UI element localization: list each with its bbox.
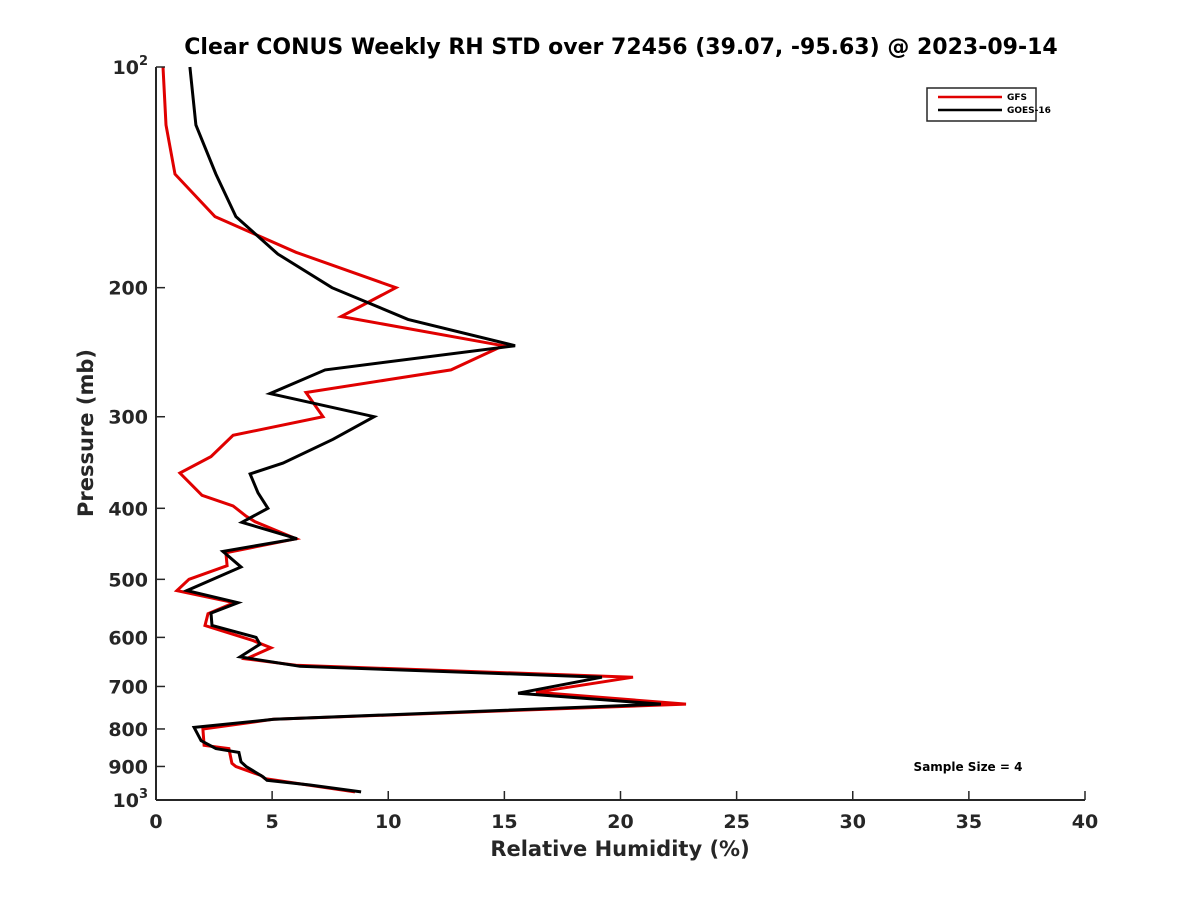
legend-box [926, 87, 1037, 122]
series-line-goes16 [182, 66, 662, 794]
y-tick-label: 600 [108, 627, 148, 649]
y-tick-label: 103 [113, 787, 149, 812]
x-tick-label: 20 [607, 811, 633, 833]
y-ticks: 102 200 300 400 500 600 700 800 900 103 [108, 54, 165, 812]
x-tick-label: 5 [266, 811, 279, 833]
y-tick-label: 900 [108, 756, 148, 778]
x-tick-label: 10 [375, 811, 401, 833]
series-line-gfs [161, 66, 687, 794]
legend-label-gfs: GFS [1007, 93, 1027, 103]
x-tick-label: 25 [723, 811, 749, 833]
y-tick-label: 102 [113, 54, 149, 79]
y-tick-label: 700 [108, 676, 148, 698]
y-tick-label: 800 [108, 719, 148, 741]
legend: GFS GOES-16 [926, 87, 1051, 122]
legend-label-goes16: GOES-16 [1007, 106, 1051, 116]
y-tick-label: 400 [108, 498, 148, 520]
y-tick-label: 500 [108, 569, 148, 591]
x-tick-label: 40 [1072, 811, 1098, 833]
y-tick-label: 300 [108, 407, 148, 429]
x-tick-label: 0 [149, 811, 162, 833]
x-tick-label: 15 [491, 811, 517, 833]
sample-size-annotation: Sample Size = 4 [914, 760, 1023, 774]
chart-title: Clear CONUS Weekly RH STD over 72456 (39… [184, 35, 1057, 60]
x-tick-label: 35 [956, 811, 982, 833]
axes [155, 67, 1085, 801]
series-layer [161, 66, 687, 794]
y-tick-label: 200 [108, 278, 148, 300]
x-ticks: 0 5 10 15 20 25 30 35 40 [149, 791, 1098, 833]
x-axis-label: Relative Humidity (%) [490, 837, 749, 861]
y-axis-label: Pressure (mb) [74, 349, 98, 517]
x-tick-label: 30 [840, 811, 866, 833]
